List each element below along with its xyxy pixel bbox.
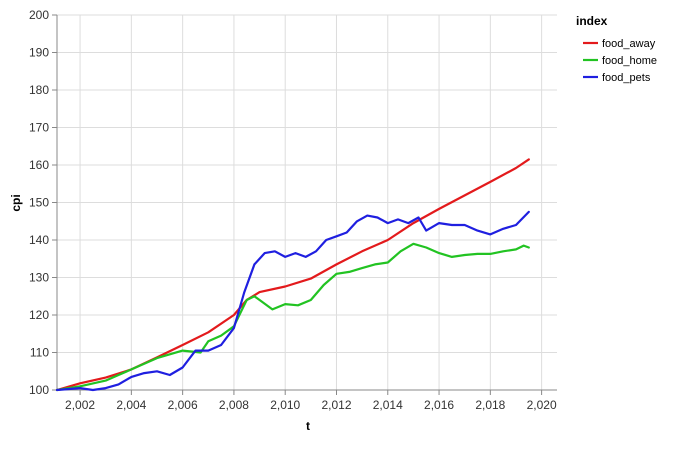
y-tick-label: 190 <box>29 46 49 60</box>
x-tick-label: 2,002 <box>65 398 95 412</box>
y-tick-label: 180 <box>29 83 49 97</box>
series-line-food-pets <box>55 210 530 392</box>
x-tick-label: 2,014 <box>373 398 403 412</box>
y-tick-label: 100 <box>29 383 49 397</box>
y-tick-label: 150 <box>29 196 49 210</box>
x-tick-label: 2,010 <box>270 398 300 412</box>
x-tick-label: 2,008 <box>219 398 249 412</box>
y-tick-label: 110 <box>30 346 49 360</box>
grid-lines <box>57 14 557 391</box>
x-tick-label: 2,018 <box>475 398 505 412</box>
legend-label-food-home: food_home <box>602 55 657 67</box>
x-tick-label: 2,004 <box>116 398 146 412</box>
data-lines <box>55 158 530 392</box>
y-tick-label: 120 <box>29 308 49 322</box>
y-tick-label: 130 <box>29 271 49 285</box>
legend-title: index <box>576 14 608 28</box>
x-tick-label: 2,006 <box>168 398 198 412</box>
x-tick-label: 2,012 <box>321 398 351 412</box>
y-tick-label: 170 <box>29 121 49 135</box>
tick-labels: 100 110 120 130 140 150 160 170 180 190 200 2,002 2,… <box>29 8 557 412</box>
legend: index food_away food_home food_pets <box>576 14 657 84</box>
legend-label-food-pets: food_pets <box>602 72 651 84</box>
x-tick-label: 2,016 <box>424 398 454 412</box>
series-line-food-away <box>55 158 530 392</box>
y-tick-label: 140 <box>29 233 49 247</box>
y-tick-label: 200 <box>29 8 49 22</box>
y-axis-title: cpi <box>9 194 23 211</box>
legend-label-food-away: food_away <box>602 38 656 50</box>
x-axis-title: t <box>306 419 310 433</box>
y-tick-label: 160 <box>29 158 49 172</box>
x-tick-label: 2,020 <box>527 398 557 412</box>
axes <box>52 14 557 395</box>
series-line-food-home <box>55 242 530 392</box>
